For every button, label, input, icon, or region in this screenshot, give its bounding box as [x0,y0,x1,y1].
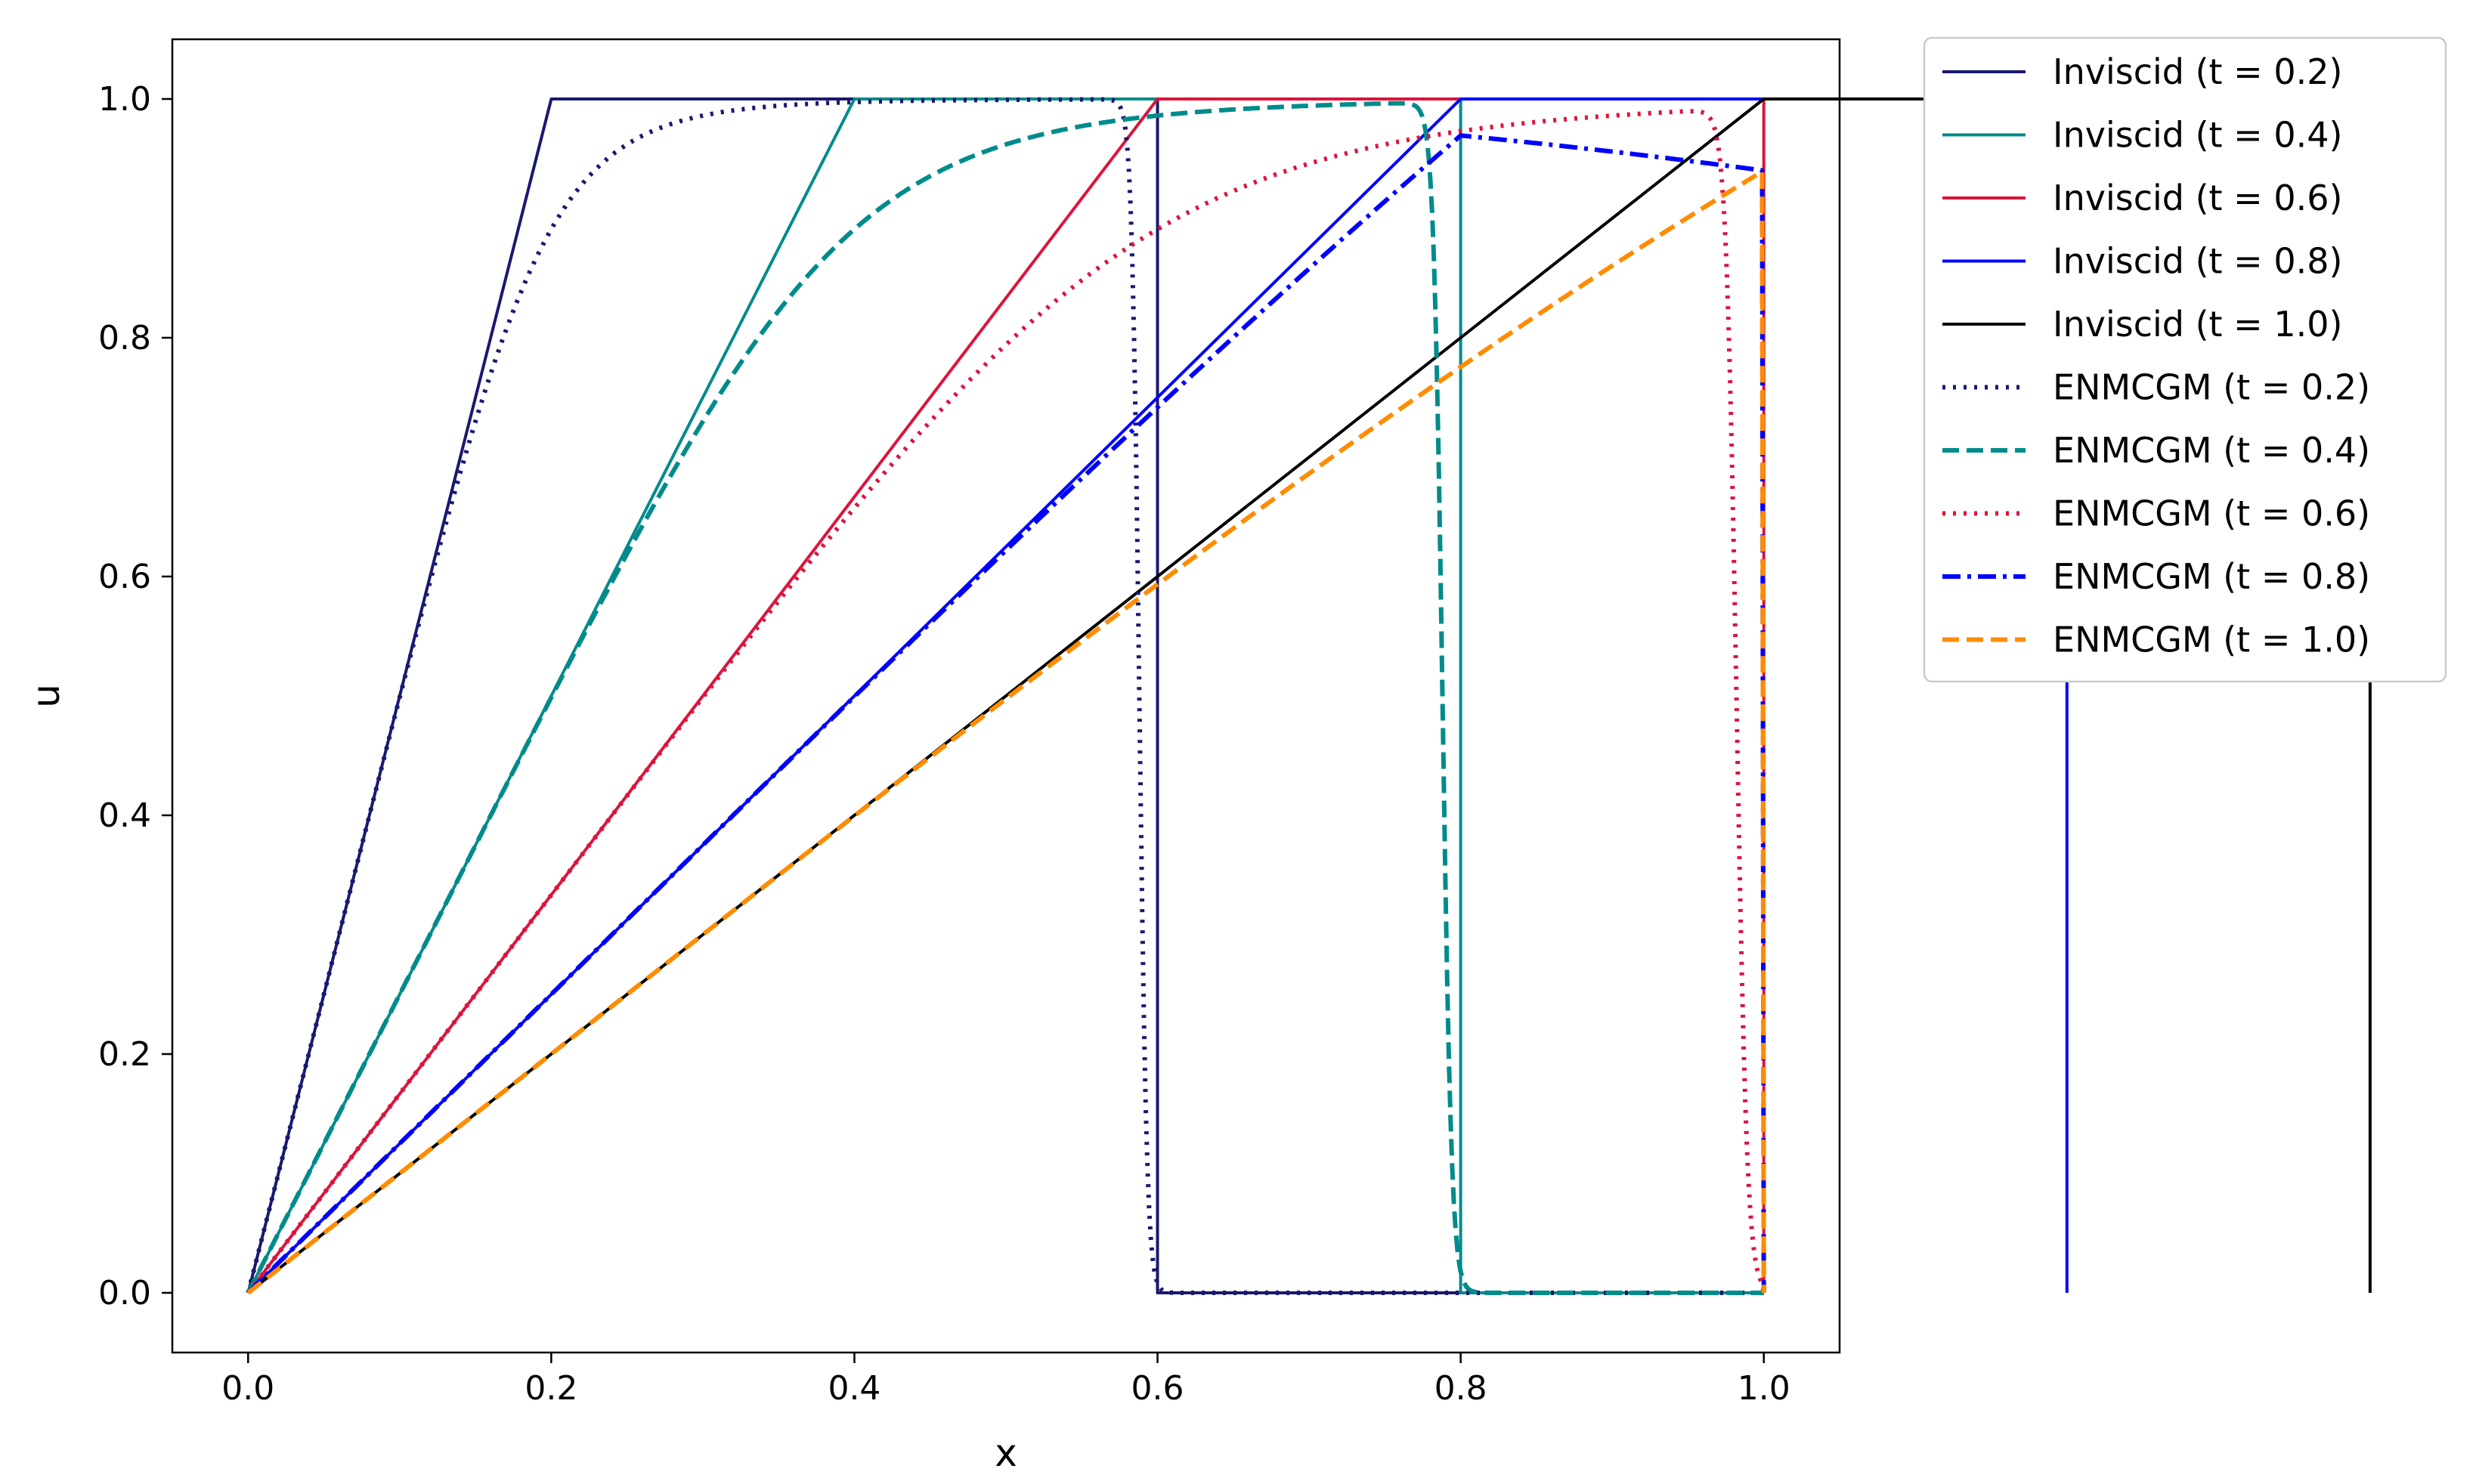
y-tick-label: 0.4 [98,796,151,835]
x-tick-label: 0.8 [1434,1369,1487,1408]
legend-label: Inviscid (t = 0.6) [2053,178,2342,218]
legend-label: ENMCGM (t = 0.6) [2053,493,2370,534]
legend-label: ENMCGM (t = 0.4) [2053,430,2370,471]
series-line [246,109,1766,1294]
y-tick-label: 0.2 [98,1035,151,1074]
series-line [246,100,1765,1295]
y-axis-label: u [24,684,68,708]
x-axis-ticks: 0.0 0.2 0.4 0.6 0.8 1.0 [221,1353,1790,1408]
legend-box [1923,36,2447,683]
x-axis-label: x [995,1431,1017,1475]
x-tick-label: 1.0 [1738,1369,1790,1408]
legend-label: Inviscid (t = 1.0) [2053,304,2342,345]
legend-label: ENMCGM (t = 0.2) [2053,367,2370,408]
legend: Inviscid (t = 0.2) Inviscid (t = 0.4) Invi… [1923,36,2447,683]
y-tick-label: 1.0 [98,80,151,119]
legend-label: Inviscid (t = 0.4) [2053,115,2342,156]
x-tick-label: 0.4 [828,1369,880,1408]
plot-frame [171,38,1841,1354]
y-axis-ticks: 0.0 0.2 0.4 0.6 0.8 1.0 [98,80,172,1312]
x-tick-label: 0.2 [525,1369,577,1408]
legend-label: Inviscid (t = 0.8) [2053,241,2342,282]
legend-label: ENMCGM (t = 0.8) [2053,556,2370,597]
series-line [246,169,1766,1295]
series-layer [246,97,2372,1295]
legend-label: ENMCGM (t = 1.0) [2053,620,2370,660]
y-tick-label: 0.6 [98,558,151,596]
legend-label: Inviscid (t = 0.2) [2053,51,2342,92]
y-tick-label: 0.0 [98,1274,151,1312]
x-tick-label: 0.0 [221,1369,274,1408]
x-tick-label: 0.6 [1131,1369,1184,1408]
y-tick-label: 0.8 [98,319,151,357]
